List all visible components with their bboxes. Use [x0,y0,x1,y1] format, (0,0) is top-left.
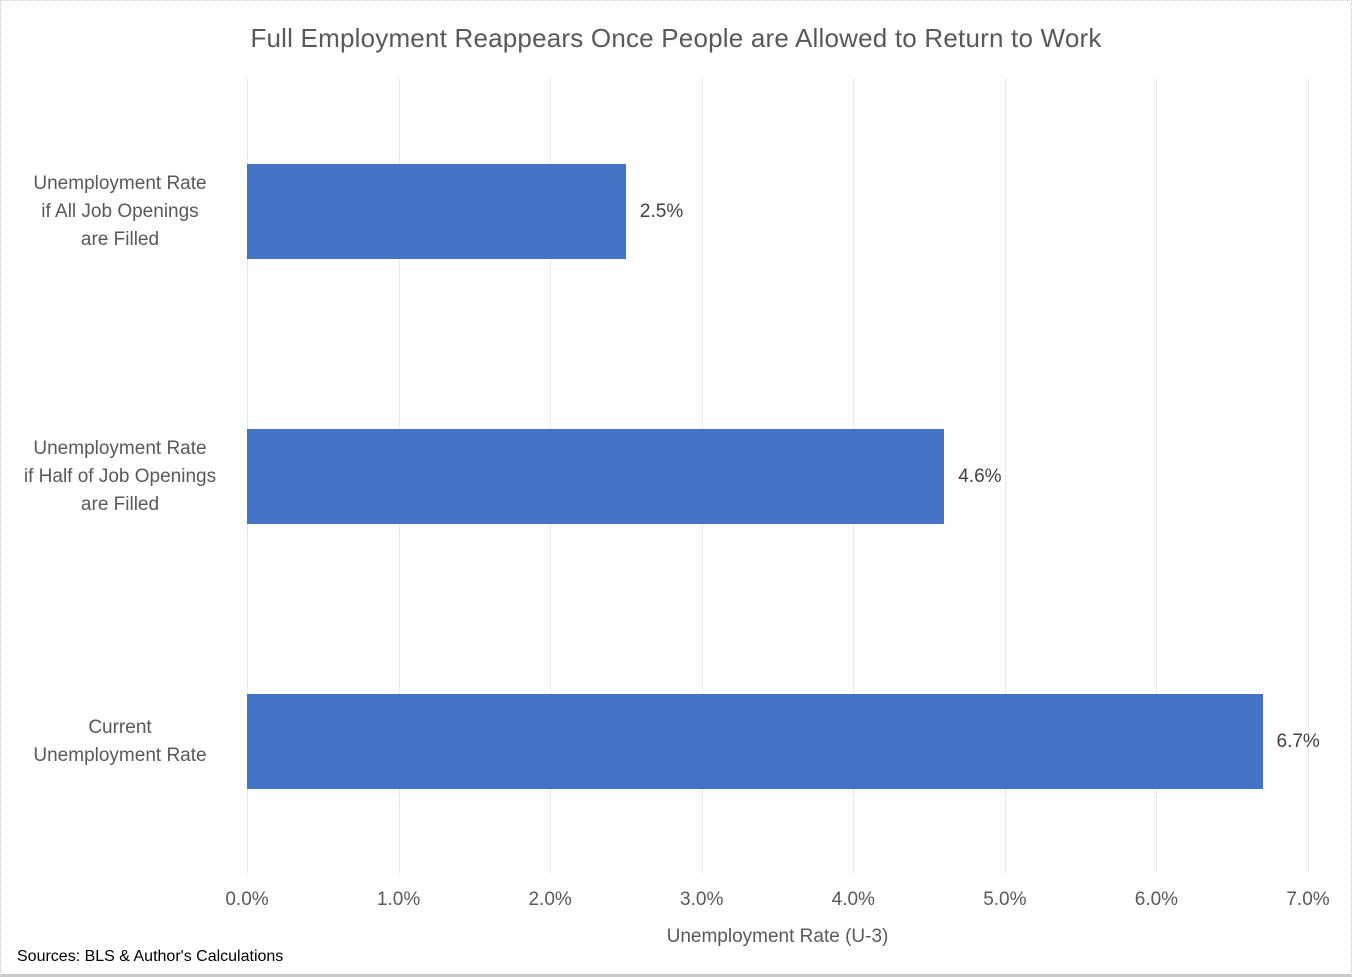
source-note: Sources: BLS & Author's Calculations [17,948,284,965]
gridline [1308,79,1309,874]
category-label: Current Unemployment Rate [33,716,207,766]
x-tick-label: 0.0% [225,889,269,910]
x-tick-label: 7.0% [1286,889,1330,910]
plot-area: 2.5% 4.6% 6.7% [247,79,1320,874]
data-label: 2.5% [639,200,684,222]
x-tick-label: 5.0% [983,889,1027,910]
x-tick-label: 3.0% [680,889,724,910]
x-tick-label: 4.0% [831,889,875,910]
x-tick-label: 6.0% [1134,889,1179,910]
x-tick-label: 1.0% [376,889,421,910]
data-bar [247,429,945,524]
gridline [1156,79,1158,874]
data-label: 4.6% [958,465,1002,487]
x-tick-label: 2.0% [528,889,572,910]
value-axis: 0.0% 1.0% 2.0% 3.0% 4.0% 5.0% 6.0% 7.0% [1,889,1351,915]
gridline [1004,79,1006,874]
x-axis-title: Unemployment Rate (U-3) [666,926,889,947]
data-label: 6.7% [1276,730,1320,752]
data-bar [247,164,626,259]
data-bar [247,694,1263,789]
chart-title: Full Employment Reappears Once People ar… [250,23,1102,53]
category-label: Unemployment Rate if Half of Job Opening… [23,437,217,515]
category-axis: Unemployment Rate if All Job Openings ar… [1,79,247,874]
category-label: Unemployment Rate if All Job Openings ar… [33,172,207,250]
